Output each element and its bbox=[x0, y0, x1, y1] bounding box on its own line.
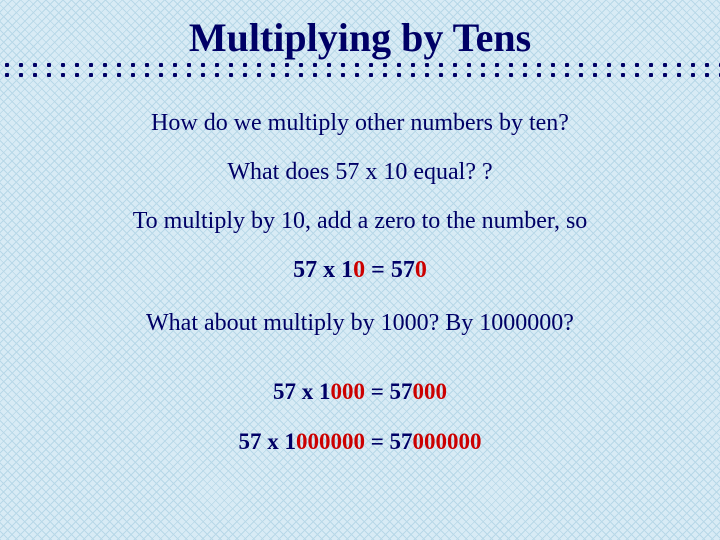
example-1: 57 x 10 = 570 bbox=[0, 257, 720, 284]
question-2: What does 57 x 10 equal? ? bbox=[0, 159, 720, 186]
example-2: 57 x 1000 = 57000 bbox=[0, 379, 720, 405]
question-1: How do we multiply other numbers by ten? bbox=[0, 110, 720, 137]
spacer bbox=[0, 359, 720, 379]
ex1-red-zeros-2: 0 bbox=[415, 257, 427, 283]
ex2-mid: = 57 bbox=[365, 379, 413, 404]
page-title: Multiplying by Tens bbox=[0, 14, 720, 61]
ex1-mid: = 57 bbox=[365, 257, 415, 283]
decorative-dots-row-1 bbox=[0, 62, 720, 68]
question-3: What about multiply by 1000? By 1000000? bbox=[0, 310, 720, 337]
ex3-mid: = 57 bbox=[365, 429, 413, 454]
example-3: 57 x 1000000 = 57000000 bbox=[0, 429, 720, 455]
ex1-red-zeros-1: 0 bbox=[353, 257, 365, 283]
ex3-red-zeros-2: 000000 bbox=[413, 429, 482, 454]
ex2-prefix: 57 x 1 bbox=[273, 379, 331, 404]
ex2-red-zeros-1: 000 bbox=[330, 379, 365, 404]
decorative-dots-row-2 bbox=[0, 72, 720, 78]
ex3-prefix: 57 x 1 bbox=[238, 429, 296, 454]
rule-text: To multiply by 10, add a zero to the num… bbox=[0, 208, 720, 235]
ex1-prefix: 57 x 1 bbox=[293, 257, 353, 283]
ex3-red-zeros-1: 000000 bbox=[296, 429, 365, 454]
content-block: How do we multiply other numbers by ten?… bbox=[0, 110, 720, 479]
ex2-red-zeros-2: 000 bbox=[413, 379, 448, 404]
